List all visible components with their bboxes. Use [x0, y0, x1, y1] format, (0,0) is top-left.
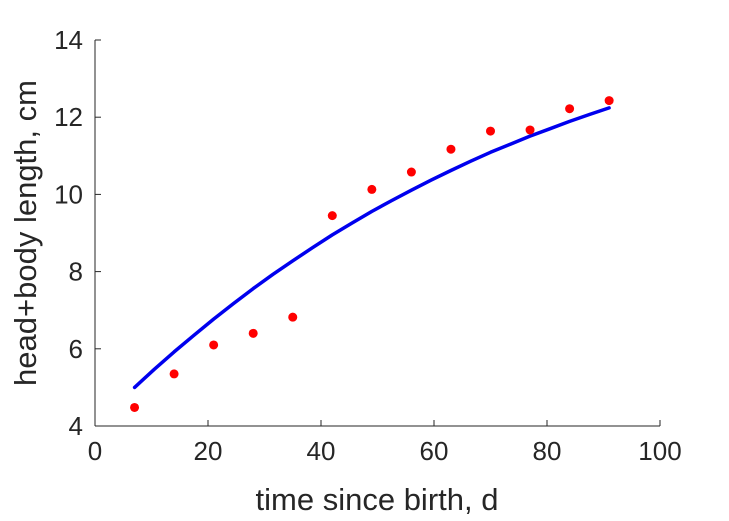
data-point — [565, 104, 575, 114]
data-point — [327, 211, 337, 221]
data-point — [604, 96, 614, 106]
y-axis-label: head+body length, cm — [8, 80, 43, 386]
x-tick-label: 80 — [533, 436, 562, 466]
data-point — [486, 126, 495, 136]
data-point — [248, 328, 258, 338]
data-point — [367, 184, 377, 194]
series-layer — [130, 96, 614, 412]
axes — [94, 40, 660, 427]
y-tick-label: 8 — [69, 257, 83, 287]
x-tick-label: 40 — [307, 436, 336, 466]
data-point — [525, 125, 535, 135]
y-axis-ticks: 4 6 8 10 12 14 — [54, 25, 101, 441]
x-tick-label: 100 — [638, 436, 681, 466]
y-tick-label: 12 — [54, 102, 83, 132]
x-axis-ticks: 0 20 40 60 80 100 — [88, 420, 682, 466]
x-axis-label: time since birth, d — [256, 482, 499, 517]
y-tick-label: 10 — [54, 179, 83, 209]
y-tick-label: 4 — [69, 411, 83, 441]
data-point — [406, 167, 416, 177]
y-tick-label: 6 — [69, 334, 83, 364]
data-point — [130, 402, 140, 412]
data-point — [288, 312, 298, 322]
data-point — [169, 369, 179, 379]
y-tick-label: 14 — [54, 25, 83, 55]
data-point — [446, 144, 456, 154]
x-tick-label: 60 — [420, 436, 449, 466]
x-tick-label: 20 — [194, 436, 223, 466]
fit-curve — [132, 106, 611, 390]
data-point — [209, 340, 219, 350]
x-tick-label: 0 — [88, 436, 102, 466]
